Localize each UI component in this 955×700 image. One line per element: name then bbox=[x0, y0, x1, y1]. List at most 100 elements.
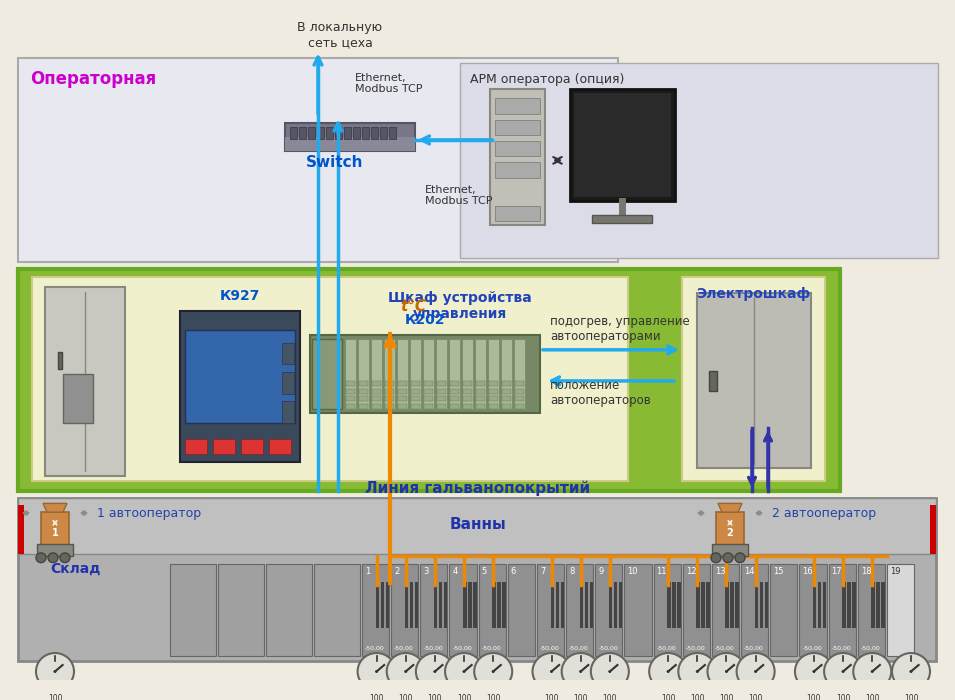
Circle shape bbox=[404, 670, 407, 673]
Bar bbox=[381, 582, 384, 628]
Bar bbox=[290, 127, 297, 139]
Bar bbox=[683, 564, 710, 656]
Bar bbox=[170, 564, 216, 656]
Bar bbox=[437, 389, 446, 393]
Polygon shape bbox=[43, 503, 67, 512]
Bar bbox=[475, 339, 486, 409]
Bar bbox=[625, 564, 651, 656]
Bar bbox=[508, 564, 535, 656]
Bar bbox=[498, 582, 500, 628]
Circle shape bbox=[550, 670, 553, 673]
Text: -50,00: -50,00 bbox=[744, 646, 764, 651]
Text: подогрев, управление
автооператорами: подогрев, управление автооператорами bbox=[550, 315, 690, 343]
Bar bbox=[570, 90, 675, 201]
Text: 100: 100 bbox=[370, 694, 384, 700]
Bar bbox=[312, 339, 342, 409]
Text: 1: 1 bbox=[52, 528, 58, 538]
Bar bbox=[317, 127, 324, 139]
Text: положение
автооператоров: положение автооператоров bbox=[550, 379, 650, 407]
Bar bbox=[701, 582, 705, 628]
Text: t°C: t°C bbox=[400, 299, 426, 314]
Bar bbox=[515, 396, 524, 401]
Bar bbox=[668, 582, 670, 628]
Bar bbox=[359, 389, 368, 393]
Bar bbox=[765, 582, 768, 628]
Text: Операторная: Операторная bbox=[30, 70, 157, 88]
Bar bbox=[495, 206, 540, 220]
Bar bbox=[460, 63, 938, 258]
Bar bbox=[398, 381, 407, 386]
Bar bbox=[476, 404, 485, 409]
Circle shape bbox=[475, 653, 512, 690]
Bar bbox=[731, 582, 734, 628]
Bar bbox=[372, 381, 381, 386]
Bar bbox=[437, 404, 446, 409]
Text: Электрошкаф: Электрошкаф bbox=[696, 287, 810, 301]
Text: 1 автооператор: 1 автооператор bbox=[97, 507, 202, 519]
Circle shape bbox=[723, 553, 733, 563]
Bar bbox=[282, 401, 294, 423]
Bar bbox=[495, 141, 540, 157]
Bar bbox=[754, 582, 758, 628]
Bar bbox=[823, 582, 826, 628]
Bar bbox=[476, 396, 485, 401]
Text: К202: К202 bbox=[405, 314, 445, 328]
Text: 14: 14 bbox=[744, 566, 754, 575]
Text: 8: 8 bbox=[569, 566, 575, 575]
Bar bbox=[609, 582, 612, 628]
Bar bbox=[515, 389, 524, 393]
Bar bbox=[398, 389, 407, 393]
Bar bbox=[424, 389, 433, 393]
Bar bbox=[672, 582, 675, 628]
Text: 100: 100 bbox=[48, 694, 62, 700]
Bar bbox=[489, 389, 498, 393]
Bar bbox=[829, 564, 856, 656]
Bar bbox=[41, 512, 69, 546]
Bar bbox=[449, 339, 460, 409]
Bar bbox=[741, 564, 768, 656]
Bar bbox=[450, 564, 477, 656]
Bar bbox=[574, 93, 671, 197]
Bar bbox=[584, 582, 588, 628]
Text: Switch: Switch bbox=[307, 155, 364, 171]
Circle shape bbox=[434, 670, 436, 673]
Polygon shape bbox=[718, 503, 742, 512]
Bar bbox=[488, 339, 499, 409]
Bar bbox=[852, 582, 856, 628]
Text: 19: 19 bbox=[890, 566, 901, 575]
Bar bbox=[495, 120, 540, 135]
Bar bbox=[711, 564, 739, 656]
Bar bbox=[371, 339, 382, 409]
Text: 100: 100 bbox=[903, 694, 919, 700]
Bar bbox=[424, 396, 433, 401]
Bar bbox=[37, 544, 73, 556]
Bar bbox=[375, 582, 379, 628]
Text: 18: 18 bbox=[860, 566, 871, 575]
Bar bbox=[335, 127, 342, 139]
Circle shape bbox=[53, 670, 56, 673]
Circle shape bbox=[462, 670, 465, 673]
Text: 100: 100 bbox=[486, 694, 500, 700]
Bar bbox=[411, 404, 420, 409]
Circle shape bbox=[579, 670, 583, 673]
Bar bbox=[463, 389, 472, 393]
Bar bbox=[501, 339, 512, 409]
Bar bbox=[282, 343, 294, 365]
Text: -50,00: -50,00 bbox=[569, 646, 589, 651]
Bar bbox=[515, 404, 524, 409]
Bar bbox=[420, 564, 448, 656]
Text: 100: 100 bbox=[603, 694, 617, 700]
Text: 7: 7 bbox=[540, 566, 545, 575]
Bar bbox=[514, 339, 525, 409]
Circle shape bbox=[853, 653, 891, 690]
Bar bbox=[414, 582, 418, 628]
Bar bbox=[463, 582, 467, 628]
Bar bbox=[930, 505, 936, 554]
Bar bbox=[847, 582, 851, 628]
Bar bbox=[436, 339, 447, 409]
Circle shape bbox=[841, 670, 844, 673]
Circle shape bbox=[387, 653, 425, 690]
Circle shape bbox=[492, 670, 495, 673]
Bar bbox=[444, 582, 447, 628]
Text: 100: 100 bbox=[719, 694, 733, 700]
